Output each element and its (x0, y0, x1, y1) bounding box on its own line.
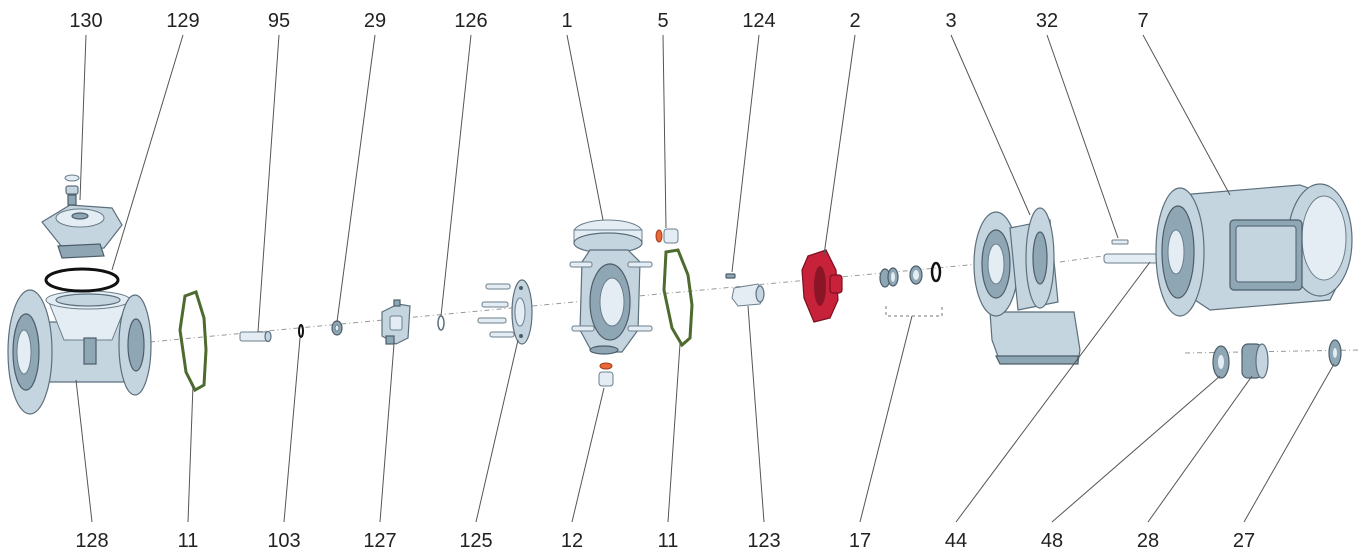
shaft-sleeve (239, 330, 272, 343)
label-125: 125 (459, 530, 492, 552)
bearing-housing (381, 299, 411, 345)
gasket-left (178, 290, 208, 393)
small-seal-ring (298, 324, 304, 338)
label-124: 124 (742, 10, 775, 32)
impeller (801, 249, 843, 323)
top-labels: 130 129 95 29 126 1 5 124 2 3 32 7 (69, 10, 1148, 32)
casing-cover (477, 279, 533, 345)
shaft-key (725, 273, 736, 279)
small-o-ring (437, 315, 445, 331)
label-2: 2 (849, 10, 860, 32)
label-3: 3 (945, 10, 956, 32)
label-7: 7 (1137, 10, 1148, 32)
bottom-labels: 128 11 103 127 125 12 11 123 17 44 48 28… (75, 530, 1255, 552)
label-95: 95 (268, 10, 290, 32)
impeller-nut (731, 283, 765, 307)
leader-lines-bottom (75, 261, 1335, 523)
pump-casing (569, 219, 653, 355)
label-11-left: 11 (178, 530, 199, 552)
label-28: 28 (1137, 530, 1159, 552)
washer (331, 320, 343, 336)
motor-adapter (973, 207, 1081, 365)
label-44: 44 (945, 530, 967, 552)
label-11-right: 11 (658, 530, 679, 552)
label-123: 123 (747, 530, 780, 552)
label-127: 127 (363, 530, 396, 552)
inlet-tee-body (7, 289, 152, 415)
motor-shaft-key (1111, 239, 1129, 245)
label-103: 103 (267, 530, 300, 552)
motor (1155, 183, 1353, 317)
label-32: 32 (1036, 10, 1058, 32)
label-48: 48 (1041, 530, 1063, 552)
label-128: 128 (75, 530, 108, 552)
top-cover (41, 174, 123, 259)
label-29: 29 (364, 10, 386, 32)
nut-27 (1328, 339, 1342, 367)
label-129: 129 (166, 10, 199, 32)
gasket-right (662, 248, 694, 348)
leader-lines-top (79, 34, 1231, 333)
label-130: 130 (69, 10, 102, 32)
drain-plug-top (655, 228, 679, 244)
cover-bolts (477, 283, 515, 338)
seal-group-bracket (885, 306, 943, 317)
drain-plug-bottom (598, 362, 614, 387)
bearing-48 (1212, 345, 1230, 379)
label-17: 17 (849, 530, 871, 552)
label-1: 1 (561, 10, 572, 32)
label-27: 27 (1233, 530, 1255, 552)
label-5: 5 (657, 10, 668, 32)
label-12: 12 (561, 530, 583, 552)
label-126: 126 (454, 10, 487, 32)
cover-o-ring (44, 267, 120, 293)
mechanical-seal (879, 261, 942, 288)
bearing-28 (1241, 343, 1269, 379)
